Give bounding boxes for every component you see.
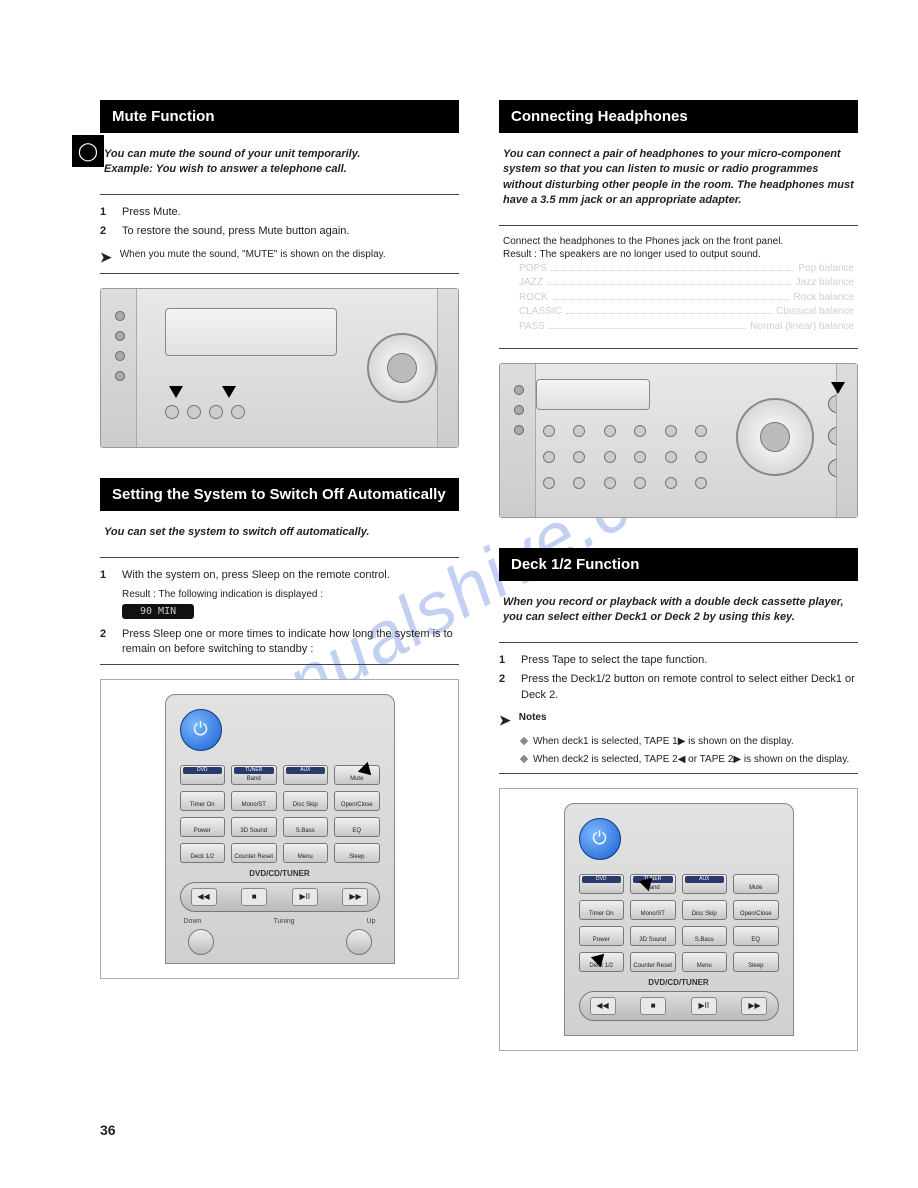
deck12-note: ➤ Notes [499, 711, 858, 731]
separator [499, 773, 858, 774]
separator [499, 642, 858, 643]
mute-step-1: 1 Press Mute. [100, 205, 459, 220]
separator [499, 348, 858, 349]
mute-note: ➤ When you mute the sound, "MUTE" is sho… [100, 248, 459, 268]
pointer-arrow-icon [831, 382, 845, 394]
mute-header: Mute Function [100, 100, 459, 133]
faint-table: POPSPop balance JAZZJazz balance ROCKRoc… [499, 260, 858, 343]
separator [100, 194, 459, 195]
separator [100, 664, 459, 665]
left-column: Mute Function You can mute the sound of … [100, 100, 459, 1051]
separator [499, 225, 858, 226]
mute-step-2: 2 To restore the sound, press Mute butto… [100, 224, 459, 239]
remote-illustration-2: ⏻ DVD TUNERBand AUX Mute Timer On Mono/S… [499, 788, 858, 1051]
right-column: Connecting Headphones You can connect a … [499, 100, 858, 1051]
sleep-header: Setting the System to Switch Off Automat… [100, 478, 459, 511]
headphones-intro: You can connect a pair of headphones to … [499, 147, 858, 219]
separator [100, 273, 459, 274]
headphones-step: Connect the headphones to the Phones jac… [499, 236, 858, 247]
deck12-intro: When you record or playback with a doubl… [499, 595, 858, 636]
note-arrow-icon: ➤ [499, 711, 511, 731]
stereo-deck-wide-illustration [499, 363, 858, 518]
sleep-step-1: 1 With the system on, press Sleep on the… [100, 568, 459, 583]
sleep-step-2: 2 Press Sleep one or more times to indic… [100, 627, 459, 658]
deck12-header: Deck 1/2 Function [499, 548, 858, 581]
page: Mute Function You can mute the sound of … [0, 0, 918, 1188]
deck12-note-1: When deck1 is selected, TAPE 1▶ is shown… [521, 735, 858, 749]
remote-illustration-1: ⏻ DVD TUNERBand AUX Mute Timer On Mono/S… [100, 679, 459, 979]
page-number: 36 [100, 1122, 116, 1138]
note-arrow-icon: ➤ [100, 248, 112, 268]
stereo-deck-illustration [100, 288, 459, 448]
deck12-step-1: 1 Press Tape to select the tape function… [499, 653, 858, 668]
sleep-intro: You can set the system to switch off aut… [100, 525, 459, 550]
headphones-result: Result : The speakers are no longer used… [499, 247, 858, 260]
deck12-note-2: When deck2 is selected, TAPE 2◀ or TAPE … [521, 753, 858, 767]
power-button-icon: ⏻ [579, 818, 621, 860]
sleep-result: Result : The following indication is dis… [100, 587, 459, 619]
mute-intro: You can mute the sound of your unit temp… [100, 147, 459, 188]
deck12-step-2: 2 Press the Deck1/2 button on remote con… [499, 672, 858, 703]
power-button-icon: ⏻ [180, 709, 222, 751]
separator [100, 557, 459, 558]
headphones-header: Connecting Headphones [499, 100, 858, 133]
